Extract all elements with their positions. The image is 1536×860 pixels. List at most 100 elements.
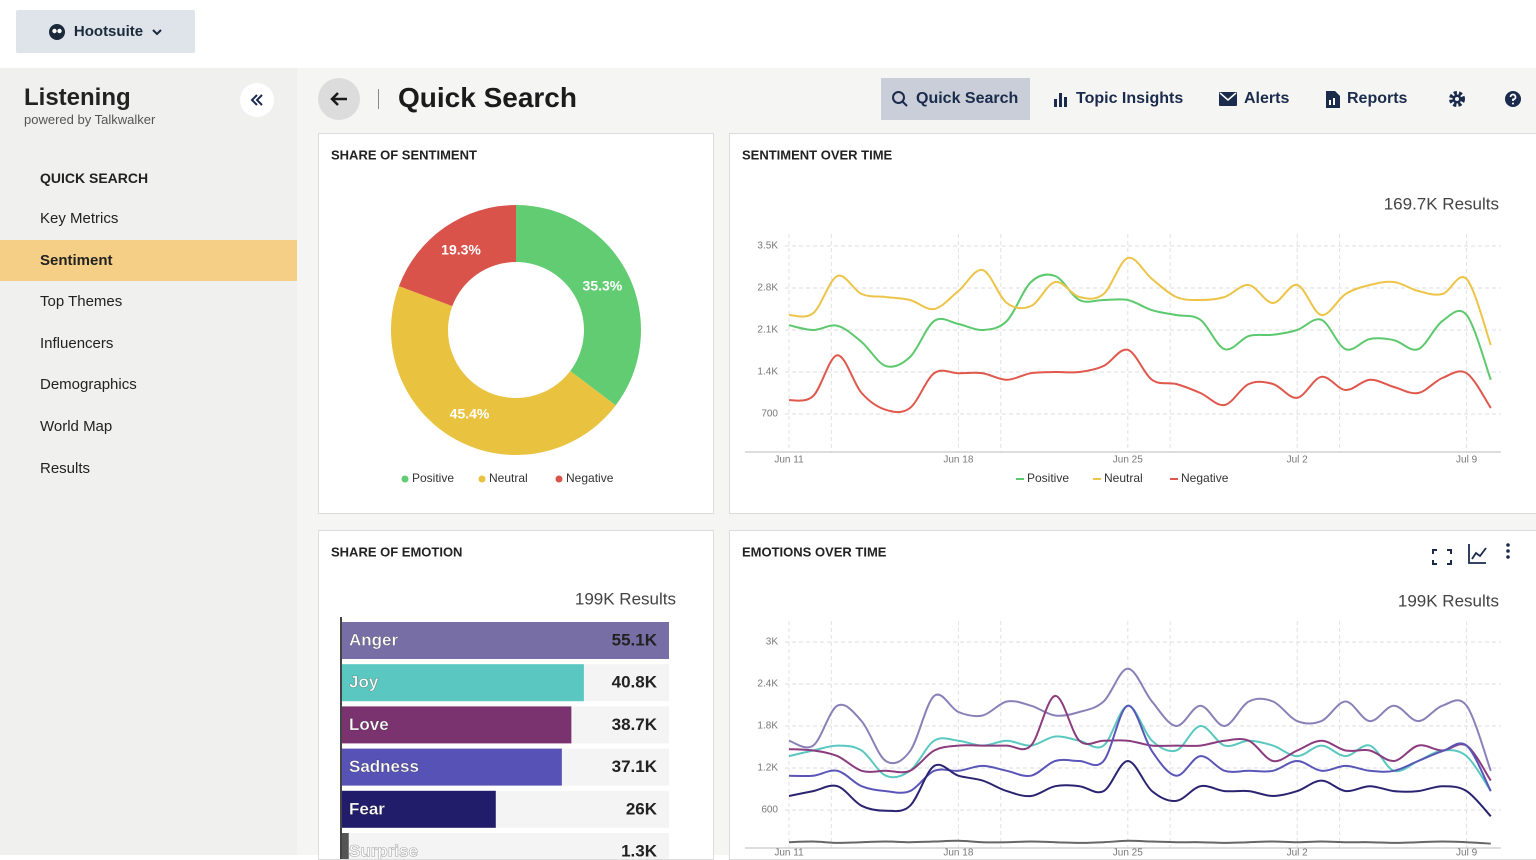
total-label: 199K Results bbox=[575, 589, 676, 608]
slice-label: 19.3% bbox=[441, 241, 481, 257]
legend-label: Neutral bbox=[1104, 471, 1143, 485]
line bbox=[788, 256, 1492, 346]
search-icon bbox=[892, 91, 908, 107]
brand-button[interactable]: Hootsuite bbox=[16, 10, 195, 53]
tab-label: Alerts bbox=[1244, 90, 1290, 107]
value-label: 55.1K bbox=[612, 630, 658, 649]
bar bbox=[341, 833, 349, 859]
chart: SENTIMENT OVER TIME 169.7K Results 700 1.4K… bbox=[742, 147, 1501, 485]
y-tick-label: 2.4K bbox=[757, 679, 778, 690]
settings-icon[interactable] bbox=[1448, 90, 1466, 108]
sidebar-section: QUICK SEARCH bbox=[40, 170, 149, 186]
tab[interactable]: Quick Search bbox=[881, 78, 1030, 120]
value-label: 26K bbox=[626, 799, 658, 818]
panel: SENTIMENT OVER TIME 169.7K Results 700 1.4K… bbox=[729, 133, 1536, 514]
bar-label: Love bbox=[349, 715, 389, 734]
reports-icon bbox=[1326, 90, 1340, 108]
sidebar-item[interactable]: Top Themes bbox=[40, 293, 123, 311]
pie-slice bbox=[516, 205, 641, 406]
sidebar: Listening powered by Talkwalker QUICK SE… bbox=[0, 68, 297, 855]
value-label: 1.3K bbox=[621, 841, 658, 860]
chart: SHARE OF SENTIMENT 35.3% 45.4% 19.3% Positiv… bbox=[331, 147, 641, 485]
brand-name: Hootsuite bbox=[73, 23, 144, 40]
y-tick-label: 3K bbox=[766, 637, 779, 648]
legend-label: Neutral bbox=[489, 471, 528, 485]
tab[interactable]: Alerts bbox=[1209, 78, 1299, 120]
bar-label: Fear bbox=[349, 799, 385, 818]
x-tick-label: Jul 2 bbox=[1287, 455, 1309, 466]
panel-tools bbox=[1432, 543, 1510, 565]
bar-label: Joy bbox=[349, 673, 379, 692]
bar bbox=[341, 706, 572, 744]
divider bbox=[378, 89, 379, 109]
x-tick-label: Jun 25 bbox=[1113, 848, 1143, 859]
line bbox=[788, 694, 1492, 782]
bar-label: Anger bbox=[349, 630, 399, 649]
panel-title: SHARE OF SENTIMENT bbox=[331, 147, 477, 162]
tab[interactable]: Topic Insights bbox=[1043, 78, 1193, 120]
slice-label: 45.4% bbox=[450, 405, 490, 421]
x-tick-label: Jun 18 bbox=[943, 455, 973, 466]
sidebar-subtitle: powered by Talkwalker bbox=[24, 112, 156, 127]
tab-label: Quick Search bbox=[916, 90, 1019, 107]
sidebar-item[interactable]: Key Metrics bbox=[40, 210, 119, 227]
y-tick-label: 2.1K bbox=[757, 325, 778, 336]
chart: SHARE OF EMOTION 199K Results Anger 55.1K Jo… bbox=[331, 544, 676, 860]
line bbox=[788, 704, 1492, 792]
legend-label: Positive bbox=[412, 471, 454, 485]
bar bbox=[341, 790, 496, 828]
x-tick-label: Jun 11 bbox=[774, 848, 804, 859]
pie-slice bbox=[391, 286, 616, 455]
panel: SHARE OF SENTIMENT 35.3% 45.4% 19.3% Positiv… bbox=[318, 133, 714, 514]
sidebar-item[interactable]: World Map bbox=[40, 418, 113, 435]
legend-marker bbox=[401, 475, 409, 483]
page-title: Quick Search bbox=[398, 82, 577, 113]
sidebar-item[interactable]: Demographics bbox=[40, 376, 137, 394]
more-icon[interactable] bbox=[1506, 543, 1510, 559]
sidebar-item[interactable]: Sentiment bbox=[0, 239, 297, 281]
tab-label: Topic Insights bbox=[1076, 90, 1184, 107]
panel-title: SENTIMENT OVER TIME bbox=[742, 147, 893, 162]
bar-label: Sadness bbox=[349, 757, 419, 776]
sidebar-item[interactable]: Influencers bbox=[40, 334, 114, 352]
collapse-button[interactable] bbox=[240, 83, 274, 117]
chevron bbox=[152, 28, 162, 35]
sidebar-item[interactable]: Results bbox=[40, 459, 91, 477]
value-label: 37.1K bbox=[612, 757, 658, 776]
legend-label: Negative bbox=[1181, 471, 1229, 485]
value-label: 38.7K bbox=[612, 715, 658, 734]
total-label: 199K Results bbox=[1398, 591, 1499, 610]
x-tick-label: Jul 9 bbox=[1456, 455, 1478, 466]
value-label: 40.8K bbox=[612, 673, 658, 692]
legend-marker bbox=[478, 475, 486, 483]
back-icon bbox=[330, 92, 347, 106]
help-icon[interactable] bbox=[1504, 90, 1522, 108]
y-tick-label: 1.2K bbox=[757, 763, 778, 774]
chart-icon[interactable] bbox=[1468, 544, 1487, 564]
tab[interactable]: Reports bbox=[1316, 78, 1417, 120]
tab-label: Reports bbox=[1347, 90, 1408, 107]
panel-title: SHARE OF EMOTION bbox=[331, 544, 462, 559]
legend-label: Negative bbox=[566, 471, 614, 485]
x-tick-label: Jun 25 bbox=[1113, 455, 1143, 466]
sidebar-title: Listening bbox=[24, 84, 131, 111]
panel-title: EMOTIONS OVER TIME bbox=[742, 544, 887, 559]
x-tick-label: Jul 2 bbox=[1287, 848, 1309, 859]
legend-label: Positive bbox=[1027, 471, 1069, 485]
y-tick-label: 600 bbox=[761, 805, 778, 816]
bar bbox=[341, 664, 584, 702]
panel: EMOTIONS OVER TIME 199K Results 600 1.2K 1.8… bbox=[729, 530, 1536, 860]
pie-slice bbox=[398, 204, 516, 307]
line bbox=[788, 667, 1492, 772]
header: Hootsuite bbox=[0, 0, 1536, 68]
line bbox=[788, 273, 1492, 381]
back-button[interactable] bbox=[318, 78, 360, 120]
chart: EMOTIONS OVER TIME 199K Results 600 1.2K 1.8… bbox=[742, 543, 1510, 859]
bar bbox=[341, 622, 669, 659]
brand-logo bbox=[48, 23, 65, 40]
slice-label: 35.3% bbox=[583, 278, 623, 294]
expand-icon[interactable] bbox=[1432, 549, 1452, 565]
legend-marker bbox=[555, 475, 563, 483]
y-tick-label: 1.8K bbox=[757, 721, 778, 732]
